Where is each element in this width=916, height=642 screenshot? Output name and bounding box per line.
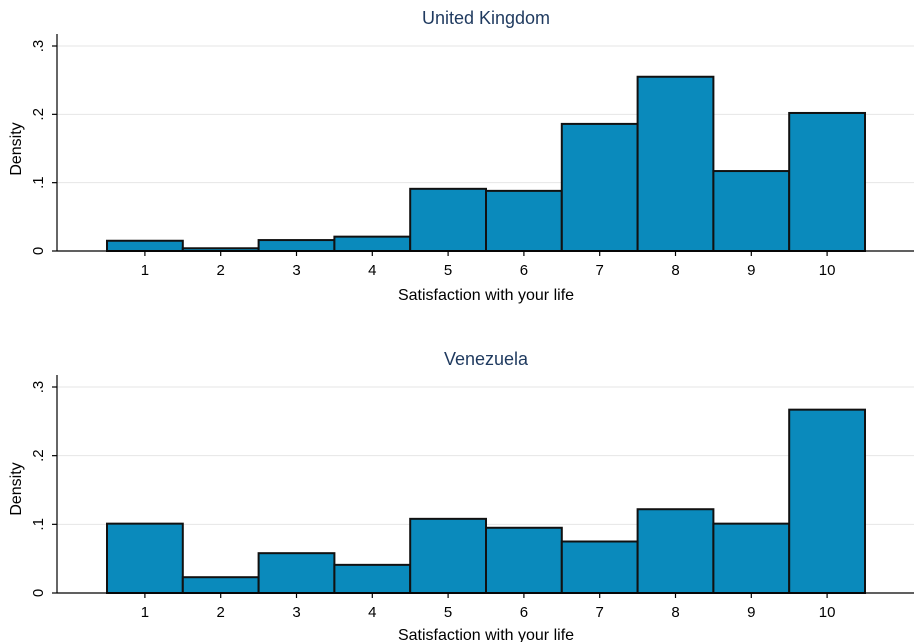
x-tick-label: 7 (596, 262, 604, 279)
x-tick-label: 9 (747, 262, 755, 279)
y-tick-label: .2 (30, 108, 47, 121)
bar-7 (560, 540, 639, 594)
chart-title: United Kingdom (422, 8, 550, 28)
y-axis-label: Density (8, 462, 25, 515)
x-tick-label: 1 (141, 262, 149, 279)
bar-6 (485, 189, 563, 253)
x-tick-label: 1 (141, 604, 149, 621)
bar-6 (485, 526, 563, 594)
bar-9 (712, 522, 791, 594)
bar-4 (333, 235, 412, 252)
x-axis-label: Satisfaction with your life (398, 287, 574, 304)
x-tick-label: 9 (747, 604, 755, 621)
y-axis-label: Density (8, 122, 25, 175)
y-tick-label: .2 (30, 449, 47, 462)
x-tick-label: 2 (217, 262, 225, 279)
bar-5 (409, 517, 488, 595)
y-tick-label: 0 (30, 247, 47, 255)
bar-8 (636, 508, 715, 594)
x-tick-label: 6 (520, 262, 528, 279)
bar-10 (788, 111, 867, 253)
y-tick-label: .1 (30, 518, 47, 531)
x-tick-label: 8 (671, 262, 679, 279)
x-tick-label: 7 (596, 604, 604, 621)
x-tick-label: 4 (368, 262, 376, 279)
y-tick-label: .1 (30, 176, 47, 189)
x-tick-label: 10 (819, 604, 836, 621)
bar-3 (257, 239, 336, 252)
y-tick-label: 0 (30, 589, 47, 597)
panel-united-kingdom: United Kingdom Satisfaction with your li… (8, 8, 914, 304)
x-tick-label: 3 (292, 604, 300, 621)
bar-10 (788, 408, 867, 594)
bar-7 (560, 122, 639, 252)
bar-9 (712, 170, 791, 252)
x-tick-label: 10 (819, 262, 836, 279)
x-tick-label: 2 (217, 604, 225, 621)
x-tick-label: 6 (520, 604, 528, 621)
x-axis-label: Satisfaction with your life (398, 627, 574, 642)
y-tick-label: .3 (30, 381, 47, 394)
y-tick-label: .3 (30, 40, 47, 53)
bar-5 (409, 187, 488, 252)
panel-venezuela: Venezuela Satisfaction with your life De… (8, 349, 914, 642)
x-tick-label: 8 (671, 604, 679, 621)
x-tick-label: 5 (444, 604, 452, 621)
bar-3 (257, 552, 336, 595)
chart-title: Venezuela (444, 349, 529, 369)
bar-4 (333, 563, 412, 595)
bar-1 (106, 522, 184, 594)
bar-8 (636, 75, 715, 252)
x-tick-label: 3 (292, 262, 300, 279)
bar-2 (181, 576, 260, 594)
x-tick-label: 5 (444, 262, 452, 279)
bar-1 (106, 239, 184, 252)
x-tick-label: 4 (368, 604, 376, 621)
